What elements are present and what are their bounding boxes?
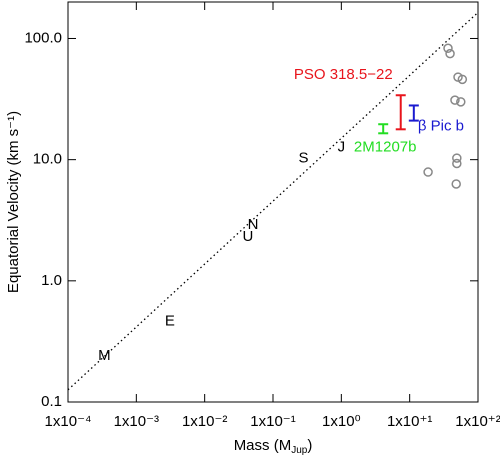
y-axis-label: Equatorial Velocity (km s⁻¹): [5, 111, 22, 293]
gray-point: [452, 153, 462, 163]
planet-marker: M: [98, 347, 111, 364]
planet-marker: E: [165, 313, 175, 330]
gray-point: [450, 95, 460, 105]
y-tick-label: 1.0: [41, 272, 62, 289]
x-tick-label: 1x10⁻¹: [250, 413, 295, 430]
x-tick-label: 1x10⁻³: [114, 413, 159, 430]
x-tick-label: 1x10⁺²: [455, 413, 500, 430]
error-bar-label: 2M1207b: [354, 138, 417, 155]
x-tick-label: 1x10⁺¹: [387, 413, 432, 430]
x-tick-label: 1x10⁰: [322, 413, 361, 430]
trend-line: [67, 11, 479, 391]
y-tick-label: 10.0: [33, 151, 62, 168]
x-tick-label: 1x10⁻⁴: [45, 413, 92, 430]
x-label-sub: Jup: [291, 445, 308, 456]
x-label-text: Mass (M: [234, 437, 292, 454]
gray-point: [452, 158, 462, 169]
planet-marker: S: [299, 150, 309, 167]
y-tick-label: 0.1: [41, 393, 62, 410]
gray-point: [445, 48, 455, 59]
error-bar-label: PSO 318.5−22: [294, 66, 393, 83]
error-bar-label: β Pic b: [418, 118, 464, 135]
planet-marker: N: [248, 216, 259, 233]
gray-point: [451, 179, 461, 189]
plot-frame: [67, 1, 479, 403]
gray-point: [443, 43, 453, 54]
x-label-end: ): [307, 437, 312, 454]
planet-marker: J: [338, 138, 346, 155]
gray-point: [456, 97, 466, 107]
x-tick-label: 1x10⁻²: [182, 413, 227, 430]
gray-point: [457, 74, 468, 85]
gray-point: [423, 167, 433, 177]
x-axis-label: Mass (MJup): [234, 437, 313, 456]
planet-marker: U: [243, 228, 254, 245]
y-tick-label: 100.0: [24, 29, 62, 46]
